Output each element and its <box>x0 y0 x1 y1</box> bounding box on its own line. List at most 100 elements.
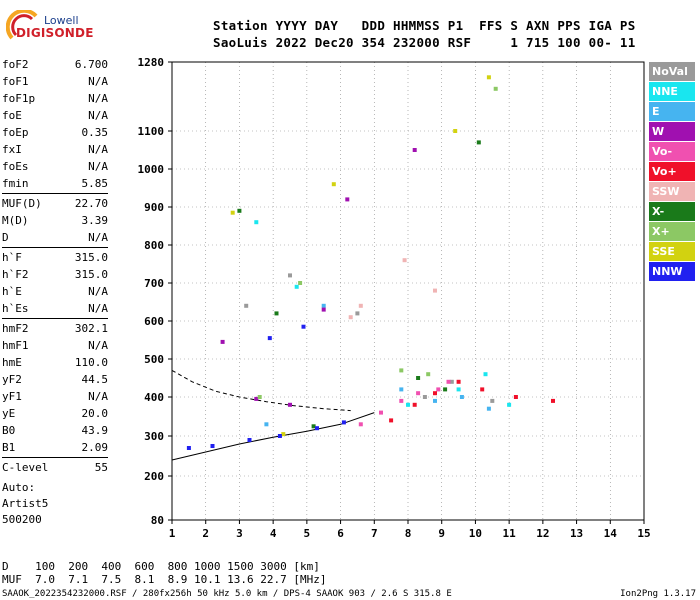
y-tick-label: 500 <box>144 353 164 366</box>
param-value: 20.0 <box>81 407 109 420</box>
param-name: foF2 <box>2 58 29 71</box>
file-info-footer: SAAOK_2022354232000.RSF / 280fx256h 50 k… <box>2 589 452 599</box>
echo-point <box>456 387 461 392</box>
x-tick-label: 10 <box>469 527 482 540</box>
param-value: 2.09 <box>81 441 109 454</box>
series-nnw <box>186 324 346 450</box>
param-value: 110.0 <box>74 356 108 369</box>
echo-point <box>412 148 417 152</box>
param-value: N/A <box>88 143 108 156</box>
auto-label: Auto: <box>2 481 36 494</box>
echo-point <box>433 398 437 403</box>
param-value: N/A <box>88 231 108 244</box>
params-divider <box>2 457 108 458</box>
echo-point <box>402 258 407 263</box>
legend-item-ssw: SSW <box>649 182 695 201</box>
param-name: yF2 <box>2 373 22 386</box>
x-tick-label: 6 <box>337 527 344 540</box>
echo-point <box>247 438 252 442</box>
param-name: M(D) <box>2 214 29 227</box>
x-tick-label: 14 <box>604 527 618 540</box>
echo-point <box>321 307 326 312</box>
param-row: yE 20.0 <box>2 405 108 422</box>
param-row: C-level 55 <box>2 459 108 476</box>
legend-item-w: W <box>649 122 695 141</box>
legend-item-sse: SSE <box>649 242 695 261</box>
echo-point <box>294 284 299 289</box>
echo-point <box>274 311 279 316</box>
param-value: 22.70 <box>74 197 108 210</box>
x-tick-label: 13 <box>570 527 583 540</box>
solid-trace <box>171 412 375 461</box>
param-value: N/A <box>88 92 108 105</box>
param-value: 315.0 <box>74 268 108 281</box>
echo-point <box>426 372 431 377</box>
echo-point <box>493 86 498 91</box>
echo-point <box>210 444 215 448</box>
param-row: hmF1 N/A <box>2 337 108 354</box>
param-name: B1 <box>2 441 16 454</box>
echo-point <box>267 336 272 341</box>
param-row: fxI N/A <box>2 141 108 158</box>
x-tick-label: 9 <box>438 527 445 540</box>
param-name: foF1 <box>2 75 29 88</box>
y-tick-label: 80 <box>151 514 164 527</box>
echo-point <box>254 396 259 401</box>
series-sse <box>230 75 491 437</box>
param-name: h`Es <box>2 302 29 315</box>
param-value: 55 <box>94 461 108 474</box>
params-divider <box>2 247 108 248</box>
param-row: hmF2 302.1 <box>2 320 108 337</box>
x-tick-label: 15 <box>637 527 650 540</box>
echo-point <box>331 182 336 187</box>
logo-text-digisonde: DIGISONDE <box>16 26 94 40</box>
echo-point <box>345 197 350 202</box>
param-row: B1 2.09 <box>2 439 108 456</box>
auto-algorithm: Artist5 <box>2 497 49 510</box>
param-name: foF1p <box>2 92 36 105</box>
echo-point <box>406 402 410 407</box>
param-value: 5.85 <box>81 177 109 190</box>
y-tick-labels: 80 200 300 400 500 600 700 800 900 1000 1100 1280 <box>138 56 172 527</box>
legend-item-nnw: NNW <box>649 262 695 281</box>
echo-point <box>476 140 481 145</box>
param-name: h`F2 <box>2 268 29 281</box>
param-value: 315.0 <box>74 251 108 264</box>
param-name: hmF1 <box>2 339 29 352</box>
y-tick-label: 200 <box>144 470 164 483</box>
echo-point <box>264 422 269 427</box>
series-noval <box>244 273 495 403</box>
param-row: foEs N/A <box>2 158 108 175</box>
echo-point <box>486 75 491 80</box>
param-row: M(D) 3.39 <box>2 212 108 229</box>
echo-point <box>298 281 303 285</box>
param-value: N/A <box>88 75 108 88</box>
x-tick-label: 8 <box>405 527 412 540</box>
polarization-legend: NoVal NNE E W Vo- Vo+ SSW X- X+ SSE NNW <box>649 62 695 282</box>
param-row: hmE 110.0 <box>2 354 108 371</box>
echo-point <box>257 395 262 399</box>
echo-marks <box>186 75 555 450</box>
series-w <box>220 148 417 407</box>
param-name: yF1 <box>2 390 22 403</box>
param-name: D <box>2 231 9 244</box>
legend-item-nne: NNE <box>649 82 695 101</box>
echo-point <box>433 391 437 396</box>
echo-point <box>486 406 491 411</box>
x-tick-label: 3 <box>236 527 243 540</box>
param-name: fxI <box>2 143 22 156</box>
echo-point <box>230 210 235 215</box>
param-name: fmin <box>2 177 29 190</box>
echo-point <box>348 315 353 320</box>
echo-point <box>288 273 292 278</box>
distance-row: D 100 200 400 600 800 1000 1500 3000 [km… <box>2 560 320 573</box>
echo-point <box>416 391 421 396</box>
param-value: 302.1 <box>74 322 108 335</box>
logo-text-lowell: Lowell <box>44 14 79 27</box>
echo-point <box>436 387 441 392</box>
x-tick-label: 4 <box>270 527 277 540</box>
y-tick-label: 900 <box>144 201 164 214</box>
echo-point <box>551 398 555 403</box>
echo-point <box>456 379 461 384</box>
